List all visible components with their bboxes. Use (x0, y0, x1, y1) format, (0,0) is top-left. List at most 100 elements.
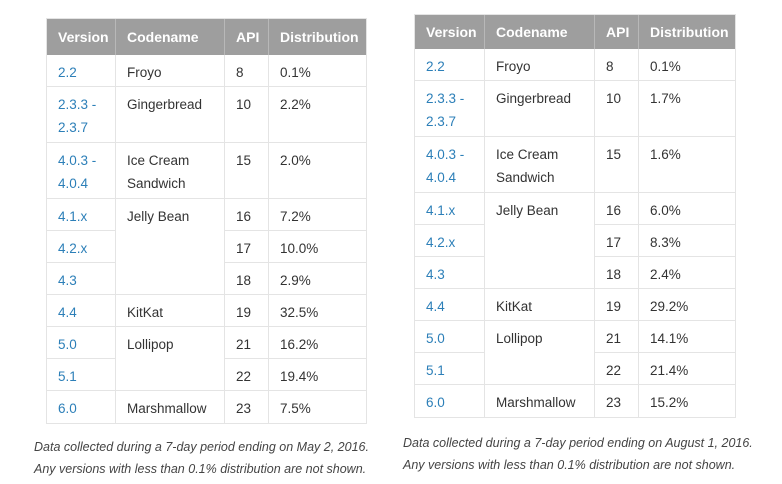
api-cell: 16 (595, 193, 639, 225)
version-cell: 2.3.3 - 2.3.7 (47, 87, 116, 143)
header-distribution: Distribution (280, 29, 359, 45)
distribution-cell: 7.5% (280, 401, 311, 416)
version-cell: 4.2.x (415, 225, 485, 257)
distribution-cell: 2.4% (639, 257, 735, 289)
version-cell: 4.0.3 - 4.0.4 (415, 137, 485, 193)
version-cell: 5.0 (47, 327, 116, 359)
distribution-cell: 19.4% (269, 359, 366, 391)
version-cell: 4.1.x (47, 199, 116, 231)
footnote-date: Data collected during a 7-day period end… (403, 436, 753, 450)
distribution-cell: 0.1% (639, 49, 735, 81)
version-link[interactable]: 4.0.3 - 4.0.4 (426, 147, 465, 185)
version-link[interactable]: 2.3.3 - 2.3.7 (426, 91, 465, 129)
api-cell: 22 (225, 359, 269, 391)
version-cell: 5.1 (47, 359, 116, 391)
version-cell: 5.0 (415, 321, 485, 353)
version-link[interactable]: 5.0 (58, 337, 77, 352)
api-cell: 8 (225, 55, 269, 87)
distribution-cell: 21.4% (639, 353, 735, 385)
api-cell: 17 (595, 225, 639, 257)
distribution-cell: 29.2% (639, 289, 735, 321)
version-cell: 4.1.x (415, 193, 485, 225)
version-link[interactable]: 5.1 (426, 363, 445, 378)
version-cell: 2.2 (415, 49, 485, 81)
api-cell: 10 (595, 81, 639, 137)
api-cell: 21 (225, 327, 269, 359)
distribution-cell: 2.2% (269, 87, 366, 143)
distribution-table-august: Version Codename API Distribution 2.2 Froyo 8 0… (414, 14, 736, 418)
codename-cell: Froyo (485, 49, 595, 81)
api-cell: 17 (225, 231, 269, 263)
distribution-cell: 0.1% (269, 55, 366, 87)
api-cell: 19 (225, 295, 269, 327)
version-cell: 4.4 (415, 289, 485, 321)
version-cell: 4.2.x (47, 231, 116, 263)
version-cell: 6.0 (415, 385, 485, 417)
footnote-date: Data collected during a 7-day period end… (34, 440, 369, 454)
distribution-cell: 2.9% (269, 263, 366, 295)
version-link[interactable]: 4.4 (58, 305, 77, 320)
footnote-threshold: Any versions with less than 0.1% distrib… (403, 458, 736, 472)
version-cell: 6.0 (47, 391, 116, 423)
version-link[interactable]: 4.3 (426, 267, 445, 282)
api-cell: 18 (225, 263, 269, 295)
distribution-cell: 1.7% (639, 81, 735, 137)
codename-cell: Gingerbread (485, 81, 595, 137)
version-link[interactable]: 5.1 (58, 369, 77, 384)
distribution-cell: 10.0% (269, 231, 366, 263)
version-cell: 2.2 (47, 55, 116, 87)
version-link[interactable]: 4.1.x (58, 209, 88, 224)
version-link[interactable]: 4.0.3 - 4.0.4 (58, 153, 97, 191)
api-cell: 15 (225, 143, 269, 199)
codename-cell: Lollipop (485, 321, 595, 385)
version-link[interactable]: 6.0 (426, 395, 445, 410)
codename-cell: Jelly Bean (485, 193, 595, 289)
distribution-cell: 14.1% (639, 321, 735, 353)
api-cell: 21 (595, 321, 639, 353)
api-cell: 23 (225, 391, 269, 423)
codename-cell: Marshmallow (485, 385, 595, 417)
table-header: Version Codename API Distribution (415, 15, 735, 49)
codename-cell: Ice Cream Sandwich (485, 137, 595, 193)
version-link[interactable]: 4.3 (58, 273, 77, 288)
codename-cell: Ice Cream Sandwich (116, 143, 225, 199)
header-codename: Codename (485, 15, 595, 49)
footnote-threshold: Any versions with less than 0.1% distrib… (34, 462, 367, 476)
distribution-cell: 15.2% (650, 395, 689, 410)
codename-cell: KitKat (116, 295, 225, 327)
header-api: API (595, 15, 639, 49)
version-link[interactable]: 2.3.3 - 2.3.7 (58, 97, 97, 135)
distribution-panel-may: Version Codename API Distribution 2.2 Froyo 8 0… (34, 18, 369, 476)
distribution-cell: 32.5% (269, 295, 366, 327)
api-cell: 22 (595, 353, 639, 385)
version-cell: 2.3.3 - 2.3.7 (415, 81, 485, 137)
distribution-cell: 16.2% (269, 327, 366, 359)
codename-cell: Froyo (116, 55, 225, 87)
codename-cell: Jelly Bean (116, 199, 225, 295)
version-link[interactable]: 5.0 (426, 331, 445, 346)
version-link[interactable]: 4.2.x (426, 235, 456, 250)
table-header: Version Codename API Distribution (47, 19, 366, 55)
distribution-cell: 1.6% (639, 137, 735, 193)
codename-cell: Gingerbread (116, 87, 225, 143)
version-link[interactable]: 6.0 (58, 401, 77, 416)
version-link[interactable]: 2.2 (426, 59, 445, 74)
distribution-panel-august: Version Codename API Distribution 2.2 Froyo 8 0… (403, 14, 753, 472)
api-cell: 16 (225, 199, 269, 231)
api-cell: 19 (595, 289, 639, 321)
version-cell: 4.0.3 - 4.0.4 (47, 143, 116, 199)
version-link[interactable]: 4.1.x (426, 203, 456, 218)
version-link[interactable]: 4.4 (426, 299, 445, 314)
version-cell: 4.3 (415, 257, 485, 289)
header-version: Version (415, 15, 485, 49)
codename-cell: KitKat (485, 289, 595, 321)
header-codename: Codename (116, 19, 225, 55)
version-cell: 4.4 (47, 295, 116, 327)
distribution-cell: 6.0% (639, 193, 735, 225)
version-link[interactable]: 4.2.x (58, 241, 88, 256)
api-cell: 15 (595, 137, 639, 193)
codename-cell: Lollipop (116, 327, 225, 391)
distribution-cell: 2.0% (269, 143, 366, 199)
version-cell: 5.1 (415, 353, 485, 385)
version-link[interactable]: 2.2 (58, 65, 77, 80)
